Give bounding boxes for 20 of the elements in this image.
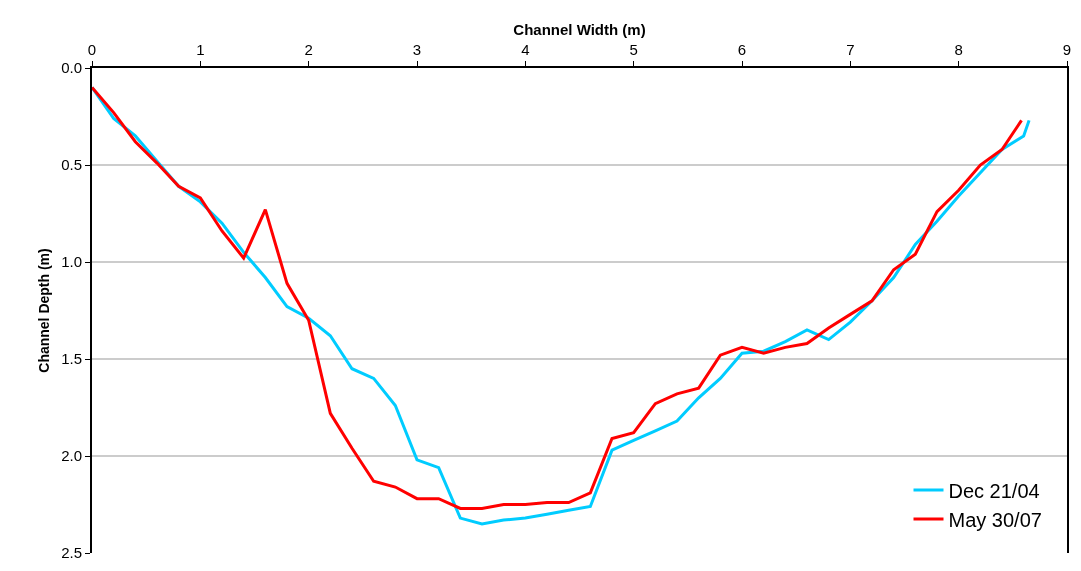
y-axis-title: Channel Depth (m) [36,248,53,373]
x-tick-label: 4 [521,41,530,58]
x-tick-label: 2 [304,41,313,58]
x-tick-label: 8 [954,41,963,58]
x-tick-label: 1 [196,41,205,58]
x-tick-label: 5 [629,41,638,58]
y-tick-label: 2.0 [61,447,82,465]
x-axis-title: Channel Width (m) [513,20,646,38]
y-tick-label: 1.0 [61,253,82,271]
y-tick-label: 1.5 [61,350,82,368]
legend-label: May 30/07 [948,508,1042,531]
y-tick-label: 0.5 [61,156,82,174]
x-tick-label: 6 [737,41,747,58]
x-tick-label: 0 [87,41,97,58]
legend-label: Dec 21/04 [948,479,1040,502]
x-tick-label: 7 [846,41,855,58]
y-tick-label: 0.0 [61,59,82,77]
x-tick-label: 9 [1062,41,1072,58]
x-tick-label: 3 [412,41,422,58]
y-tick-label: 2.5 [61,544,82,562]
